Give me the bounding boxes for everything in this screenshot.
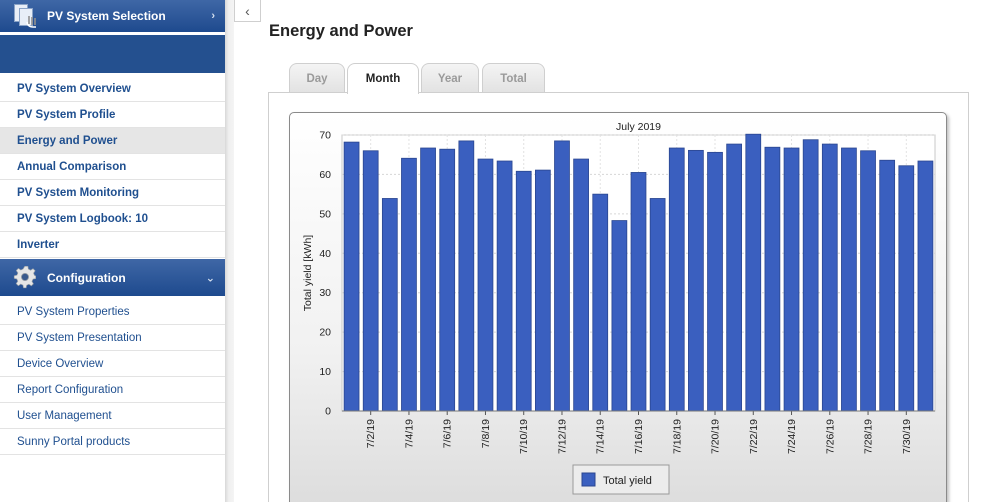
bar-7-29-19 — [879, 159, 896, 412]
x-tick-label: 7/6/19 — [442, 419, 454, 448]
bar-7-27-19 — [841, 147, 857, 412]
bar-7-9-19 — [496, 160, 513, 412]
bar-7-8-19 — [477, 158, 494, 412]
y-tick-label: 20 — [319, 327, 331, 339]
sidebar-item-pv-system-logbook-10[interactable]: PV System Logbook: 10 — [0, 206, 225, 232]
y-axis-label: Total yield [kWh] — [302, 235, 314, 312]
bar-7-18-19 — [668, 147, 685, 412]
config-item-pv-system-properties[interactable]: PV System Properties — [0, 299, 225, 325]
bar-7-3-19 — [381, 198, 398, 412]
bar-7-17-19 — [649, 198, 666, 412]
x-tick-label: 7/28/19 — [863, 419, 875, 454]
bar-7-31-19 — [917, 160, 934, 412]
chevron-right-icon[interactable]: › — [211, 10, 215, 22]
bar-chart-svg: 0 10 20 30 40 50 60 70 7/2/19 7/4/19 7/6/19 7/8/19 7… — [302, 121, 936, 495]
x-tick-label: 7/12/19 — [556, 419, 568, 454]
legend-label: Total yield — [603, 475, 652, 487]
y-tick-label: 10 — [319, 366, 331, 378]
bar-7-6-19 — [439, 148, 456, 412]
tab-day[interactable]: Day — [289, 63, 345, 93]
bar-7-19-19 — [688, 149, 704, 412]
pv-system-icon — [12, 4, 38, 28]
config-item-report-configuration[interactable]: Report Configuration — [0, 377, 225, 403]
bar-7-2-19 — [362, 150, 379, 412]
tab-month[interactable]: Month — [347, 63, 419, 94]
chevron-down-icon[interactable]: ⌄ — [205, 272, 215, 284]
tab-total[interactable]: Total — [482, 63, 545, 93]
x-tick-label: 7/14/19 — [595, 419, 607, 454]
page-title: Energy and Power — [269, 22, 413, 40]
bar-7-5-19 — [420, 147, 436, 412]
bar-7-20-19 — [707, 151, 723, 412]
bar-7-21-19 — [726, 143, 743, 412]
chart-title: July 2019 — [616, 121, 661, 133]
gear-icon — [13, 266, 36, 289]
bar-7-15-19 — [611, 220, 628, 412]
bar-7-22-19 — [745, 133, 762, 412]
config-item-user-management[interactable]: User Management — [0, 403, 225, 429]
configuration-nav-list: PV System Properties PV System Presentati… — [0, 299, 225, 455]
sidebar-item-pv-system-overview[interactable]: PV System Overview — [0, 76, 225, 102]
x-tick-label: 7/10/19 — [518, 419, 530, 454]
bar-7-12-19 — [554, 140, 570, 412]
y-tick-label: 30 — [319, 287, 331, 299]
sidebar: PV System Selection › PV System Overview… — [0, 0, 225, 502]
x-tick-label: 7/26/19 — [824, 419, 836, 454]
y-tick-label: 0 — [325, 406, 331, 418]
x-tick-label: 7/16/19 — [633, 419, 645, 454]
sidebar-item-inverter[interactable]: Inverter — [0, 232, 225, 258]
legend-box — [572, 464, 670, 495]
config-item-sunny-portal-products[interactable]: Sunny Portal products — [0, 429, 225, 455]
pv-system-selection-header[interactable]: PV System Selection › — [0, 0, 225, 32]
sidebar-item-annual-comparison[interactable]: Annual Comparison — [0, 154, 225, 180]
x-tick-label: 7/22/19 — [748, 419, 760, 454]
x-tick-label: 7/8/19 — [480, 419, 492, 448]
x-tick-label: 7/24/19 — [786, 419, 798, 454]
y-tick-label: 60 — [319, 169, 331, 181]
bar-7-7-19 — [458, 140, 475, 412]
config-item-device-overview[interactable]: Device Overview — [0, 351, 225, 377]
bar-7-4-19 — [401, 157, 417, 412]
legend-swatch — [581, 472, 596, 487]
x-tick-label: 7/4/19 — [403, 419, 415, 448]
x-tick-label: 7/30/19 — [901, 419, 913, 454]
bar-7-24-19 — [783, 147, 800, 412]
sidebar-item-pv-system-profile[interactable]: PV System Profile — [0, 102, 225, 128]
sidebar-item-energy-and-power[interactable]: Energy and Power — [0, 128, 225, 154]
chevron-left-icon: ‹ — [245, 2, 250, 19]
bar-7-10-19 — [515, 170, 532, 412]
bar-7-26-19 — [821, 143, 838, 412]
main-nav-list: PV System Overview PV System Profile Energ… — [0, 76, 225, 258]
bar-7-1-19 — [343, 141, 360, 412]
bar-7-13-19 — [573, 158, 589, 412]
bar-7-16-19 — [630, 172, 647, 412]
configuration-label: Configuration — [47, 270, 126, 285]
bar-7-14-19 — [592, 193, 609, 412]
bar-7-11-19 — [534, 169, 551, 412]
bar-7-23-19 — [764, 146, 781, 412]
bar-7-30-19 — [898, 165, 915, 412]
y-tick-label: 50 — [319, 208, 331, 220]
pv-system-selection-label: PV System Selection — [47, 9, 166, 23]
selected-system-band — [0, 35, 225, 73]
sidebar-divider — [225, 0, 234, 502]
configuration-header[interactable]: Configuration ⌄ — [0, 259, 225, 296]
x-tick-label: 7/2/19 — [365, 419, 377, 448]
y-tick-label: 70 — [319, 130, 331, 142]
x-tick-label: 7/20/19 — [710, 419, 722, 454]
y-tick-label: 40 — [319, 248, 331, 260]
collapse-sidebar-button[interactable]: ‹ — [234, 0, 261, 22]
bar-7-28-19 — [860, 150, 876, 412]
sidebar-item-pv-system-monitoring[interactable]: PV System Monitoring — [0, 180, 225, 206]
x-tick-label: 7/18/19 — [671, 419, 683, 454]
config-item-pv-system-presentation[interactable]: PV System Presentation — [0, 325, 225, 351]
tab-year[interactable]: Year — [421, 63, 479, 93]
bar-7-25-19 — [802, 139, 819, 412]
energy-chart: 0 10 20 30 40 50 60 70 7/2/19 7/4/19 7/6/19 7/8/19 7… — [289, 112, 947, 502]
